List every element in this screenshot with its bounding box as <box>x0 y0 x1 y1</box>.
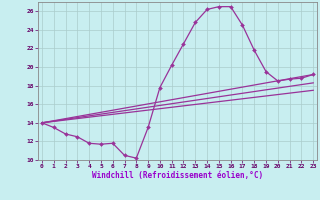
X-axis label: Windchill (Refroidissement éolien,°C): Windchill (Refroidissement éolien,°C) <box>92 171 263 180</box>
